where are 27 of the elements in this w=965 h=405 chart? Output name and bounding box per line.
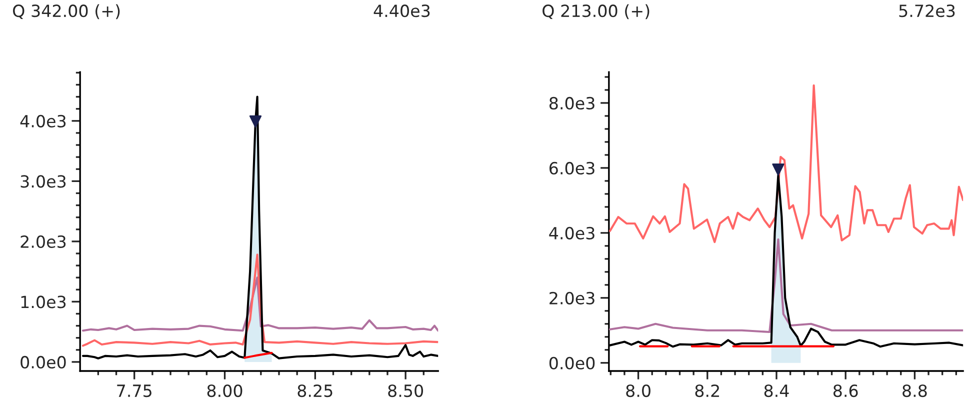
x-tick-label: 8.50 <box>388 384 424 398</box>
x-tick-label: 8.8 <box>902 384 927 398</box>
x-tick-label: 8.00 <box>207 384 242 398</box>
line-series <box>82 254 438 347</box>
text: 4.40e3 <box>374 4 430 18</box>
y-tick-label: 1.0e3 <box>21 296 66 308</box>
x-tick-label: 8.0 <box>626 384 650 398</box>
y-tick-label: 2.0e3 <box>20 235 66 248</box>
x-tick-label: 8.25 <box>298 384 332 398</box>
y-tick-label: 2.0e3 <box>550 292 594 304</box>
chart-title: Q 342.00 (+) <box>13 4 120 20</box>
x-tick-label: 8.2 <box>695 384 719 398</box>
line-series <box>608 238 964 334</box>
y-tick-label: 8.0e3 <box>549 96 594 110</box>
y-tick-label: 0.0e0 <box>20 356 66 369</box>
y-tick-label: 0.0e0 <box>549 356 595 370</box>
y-tick-label: 4.0e3 <box>20 114 66 128</box>
x-tick-label: 7.75 <box>117 384 152 398</box>
x-tick-label: 8.6 <box>833 384 858 398</box>
y-tick-label: 3.0e3 <box>20 175 66 188</box>
text: 5.72e3 <box>899 4 955 18</box>
line-series <box>608 84 964 244</box>
y-tick-label: 4.0e3 <box>549 226 594 240</box>
x-tick-label: 8.4 <box>764 384 789 398</box>
chart-title: Q 213.00 (+) <box>542 4 650 20</box>
line-series <box>82 276 438 332</box>
y-tick-label: 6.0e3 <box>550 162 594 174</box>
